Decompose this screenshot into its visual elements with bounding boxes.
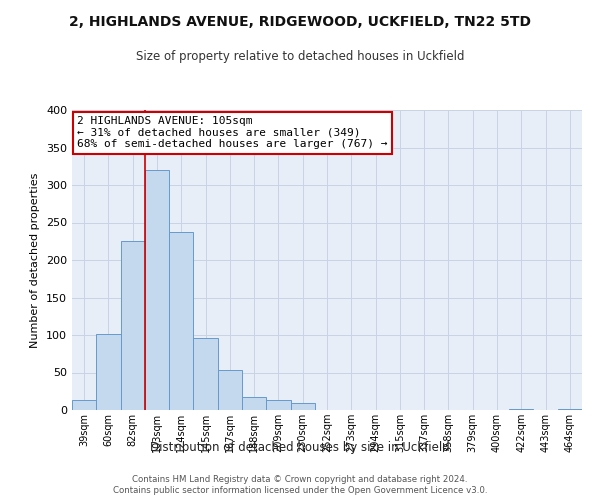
Y-axis label: Number of detached properties: Number of detached properties <box>31 172 40 348</box>
Text: Contains public sector information licensed under the Open Government Licence v3: Contains public sector information licen… <box>113 486 487 495</box>
Bar <box>218 370 242 410</box>
Bar <box>242 397 266 410</box>
Bar <box>72 400 96 410</box>
Bar <box>266 400 290 410</box>
Bar <box>145 170 169 410</box>
Text: 2 HIGHLANDS AVENUE: 105sqm
← 31% of detached houses are smaller (349)
68% of sem: 2 HIGHLANDS AVENUE: 105sqm ← 31% of deta… <box>77 116 388 149</box>
Bar <box>193 338 218 410</box>
Text: Size of property relative to detached houses in Uckfield: Size of property relative to detached ho… <box>136 50 464 63</box>
Text: Contains HM Land Registry data © Crown copyright and database right 2024.: Contains HM Land Registry data © Crown c… <box>132 475 468 484</box>
Bar <box>290 403 315 410</box>
Text: Distribution of detached houses by size in Uckfield: Distribution of detached houses by size … <box>150 441 450 454</box>
Bar <box>96 334 121 410</box>
Text: 2, HIGHLANDS AVENUE, RIDGEWOOD, UCKFIELD, TN22 5TD: 2, HIGHLANDS AVENUE, RIDGEWOOD, UCKFIELD… <box>69 15 531 29</box>
Bar <box>121 242 145 410</box>
Bar <box>509 409 533 410</box>
Bar <box>558 408 582 410</box>
Bar <box>169 232 193 410</box>
